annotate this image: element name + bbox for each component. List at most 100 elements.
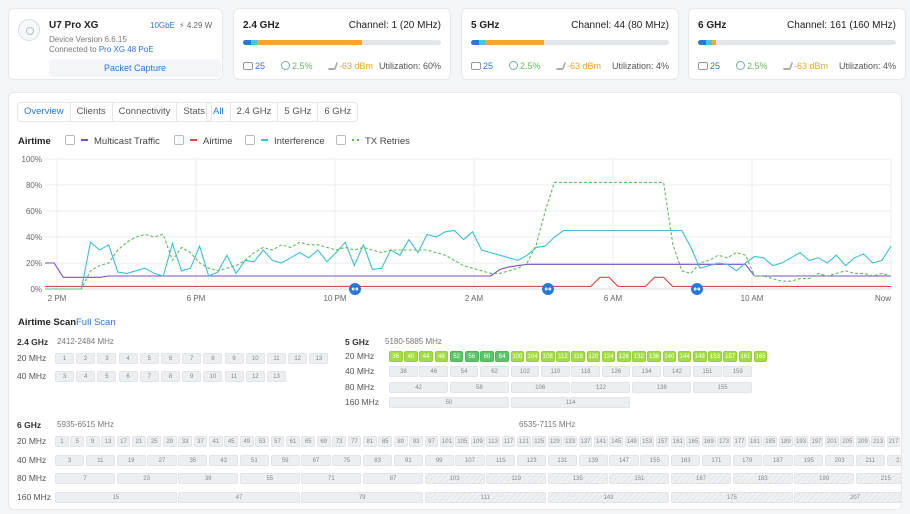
channel-chip[interactable]: 77 (347, 436, 362, 447)
channel-chip[interactable]: 195 (794, 454, 824, 466)
channel-chip[interactable]: 8 (161, 371, 180, 382)
channel-chip[interactable]: 102 (510, 366, 540, 378)
channel-chip[interactable]: 112 (556, 351, 570, 362)
legend-item-tx-retries[interactable]: TX Retries (336, 135, 410, 147)
channel-chip[interactable]: 59 (270, 454, 300, 466)
channel-chip[interactable]: 119 (486, 473, 547, 484)
channel-chip[interactable]: 6 (161, 353, 180, 364)
channel-chip[interactable]: 115 (486, 454, 516, 466)
channel-chip[interactable]: 60 (480, 351, 494, 362)
channel-chip[interactable]: 183 (732, 473, 793, 484)
channel-chip[interactable]: 103 (424, 473, 485, 484)
channel-chip[interactable]: 49 (239, 436, 254, 447)
channel-chip[interactable]: 110 (541, 366, 570, 378)
channel-chip[interactable]: 209 (855, 436, 870, 447)
channel-chip[interactable]: 11 (85, 454, 115, 466)
channel-chip[interactable]: 13 (309, 353, 329, 364)
channel-chip[interactable]: 177 (732, 436, 747, 447)
channel-chip[interactable]: 97 (424, 436, 439, 447)
channel-chip[interactable]: 140 (662, 351, 677, 362)
channel-chip[interactable]: 147 (609, 454, 639, 466)
channel-chip[interactable]: 165 (686, 436, 701, 447)
packet-capture-button[interactable]: Packet Capture (49, 59, 221, 77)
channel-chip[interactable]: 125 (532, 436, 547, 447)
channel-chip[interactable]: 137 (578, 436, 593, 447)
channel-chip[interactable]: 39 (178, 473, 239, 484)
legend-checkbox[interactable] (174, 135, 184, 145)
channel-chip[interactable]: 71 (301, 473, 362, 484)
channel-chip[interactable]: 11 (267, 353, 286, 364)
channel-chip[interactable]: 62 (480, 366, 509, 378)
channel-chip[interactable]: 75 (332, 454, 362, 466)
channel-chip[interactable]: 217 (886, 436, 901, 447)
channel-chip[interactable]: 187 (763, 454, 793, 466)
channel-chip[interactable]: 56 (465, 351, 479, 362)
tab-view-overview[interactable]: Overview (18, 103, 71, 121)
channel-chip[interactable]: 38 (389, 366, 418, 378)
channel-chip[interactable]: 181 (748, 436, 762, 447)
channel-chip[interactable]: 211 (855, 454, 885, 466)
channel-chip[interactable]: 113 (486, 436, 500, 447)
channel-chip[interactable]: 99 (424, 454, 454, 466)
channel-chip[interactable]: 50 (389, 397, 509, 409)
channel-chip[interactable]: 54 (449, 366, 479, 378)
channel-chip[interactable]: 114 (510, 397, 631, 409)
channel-chip[interactable]: 2 (76, 353, 96, 364)
channel-chip[interactable]: 4 (76, 371, 96, 382)
channel-chip[interactable]: 9 (182, 371, 202, 382)
tab-view-clients[interactable]: Clients (71, 103, 113, 121)
channel-chip[interactable]: 155 (693, 381, 753, 393)
channel-chip[interactable]: 36 (389, 351, 403, 362)
channel-chip[interactable]: 58 (449, 381, 509, 393)
channel-chip[interactable]: 141 (594, 436, 608, 447)
channel-chip[interactable]: 13 (267, 371, 286, 382)
channel-chip[interactable]: 89 (393, 436, 408, 447)
channel-chip[interactable]: 3 (55, 371, 74, 382)
channel-chip[interactable]: 100 (510, 351, 525, 362)
channel-chip[interactable]: 33 (178, 436, 192, 447)
channel-chip[interactable]: 11 (224, 371, 244, 382)
channel-chip[interactable]: 161 (671, 436, 685, 447)
channel-chip[interactable]: 151 (609, 473, 670, 484)
channel-chip[interactable]: 169 (701, 436, 716, 447)
channel-chip[interactable]: 197 (809, 436, 824, 447)
channel-chip[interactable]: 193 (794, 436, 808, 447)
channel-chip[interactable]: 135 (547, 473, 608, 484)
channel-chip[interactable]: 131 (547, 454, 577, 466)
channel-chip[interactable]: 51 (239, 454, 269, 466)
channel-chip[interactable]: 145 (609, 436, 624, 447)
channel-chip[interactable]: 144 (677, 351, 692, 362)
channel-chip[interactable]: 109 (470, 436, 485, 447)
legend-item-airtime[interactable]: Airtime (174, 135, 233, 147)
channel-chip[interactable]: 3 (97, 353, 117, 364)
legend-item-multicast-traffic[interactable]: Multicast Traffic (65, 135, 160, 147)
channel-chip[interactable]: 61 (286, 436, 300, 447)
channel-chip[interactable]: 3 (55, 454, 85, 466)
channel-chip[interactable]: 201 (825, 436, 839, 447)
channel-chip[interactable]: 21 (132, 436, 146, 447)
tab-band-5-ghz[interactable]: 5 GHz (278, 103, 319, 121)
channel-chip[interactable]: 215 (855, 473, 901, 484)
channel-chip[interactable]: 165 (753, 351, 768, 362)
channel-chip[interactable]: 173 (717, 436, 731, 447)
channel-chip[interactable]: 91 (393, 454, 423, 466)
channel-chip[interactable]: 25 (147, 436, 162, 447)
channel-chip[interactable]: 157 (723, 351, 737, 362)
channel-chip[interactable]: 126 (601, 366, 631, 378)
channel-chip[interactable]: 189 (778, 436, 793, 447)
channel-chip[interactable]: 8 (203, 353, 223, 364)
channel-chip[interactable]: 87 (363, 473, 423, 484)
legend-checkbox[interactable] (65, 135, 75, 145)
channel-chip[interactable]: 203 (825, 454, 855, 466)
channel-chip[interactable]: 55 (239, 473, 300, 484)
channel-chip[interactable]: 9 (85, 436, 100, 447)
channel-chip[interactable]: 7 (55, 473, 115, 484)
channel-chip[interactable]: 44 (419, 351, 433, 362)
channel-chip[interactable]: 53 (255, 436, 269, 447)
channel-chip[interactable]: 213 (871, 436, 885, 447)
channel-chip[interactable]: 12 (245, 371, 265, 382)
channel-chip[interactable]: 129 (547, 436, 562, 447)
channel-chip[interactable]: 1 (55, 436, 69, 447)
channel-chip[interactable]: 219 (886, 454, 901, 466)
channel-chip[interactable]: 106 (510, 381, 570, 393)
